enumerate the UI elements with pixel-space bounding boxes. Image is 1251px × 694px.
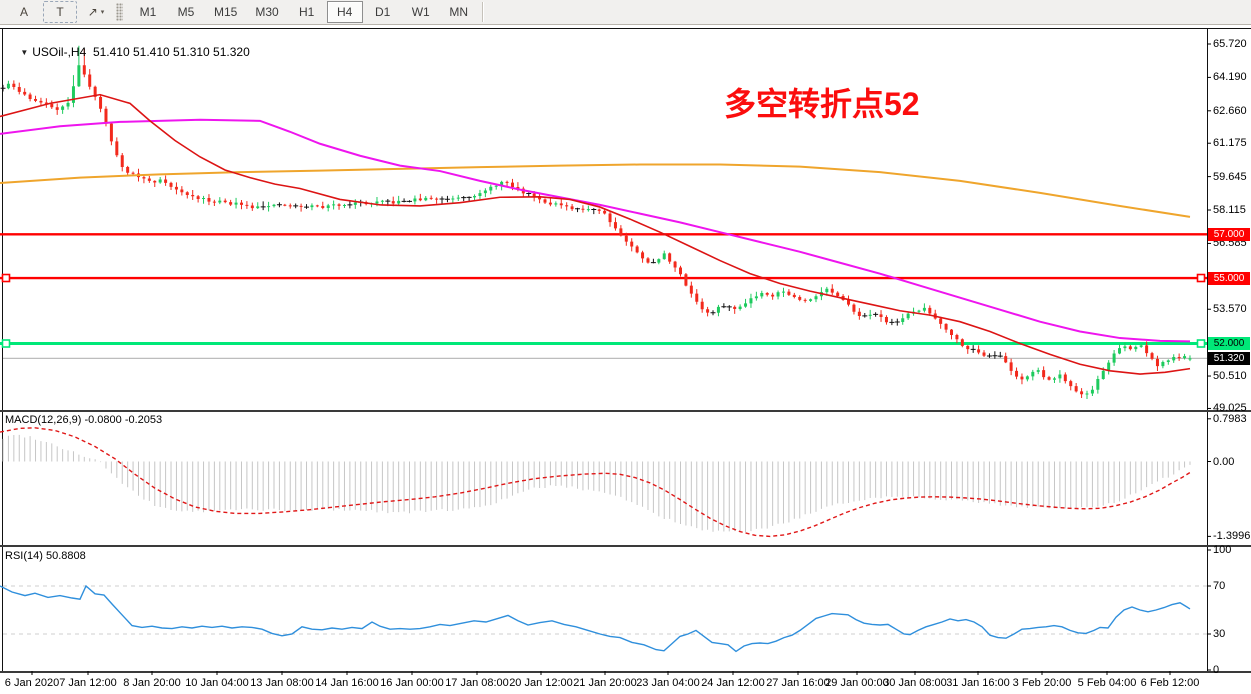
annotation-text: 多空转折点52 [724, 86, 920, 122]
toolbar-separator [481, 2, 484, 22]
timeframe-button-w1[interactable]: W1 [411, 5, 430, 19]
time-axis-label: 16 Jan 00:00 [380, 677, 444, 689]
price-axis-label: 61.175 [1213, 137, 1247, 150]
price-badge-51.320[interactable]: 51.320 [1208, 351, 1250, 365]
macd-signal-line [0, 427, 1191, 538]
price-badge-57.000[interactable]: 57.000 [1208, 227, 1250, 241]
price-axis-label: 53.570 [1213, 303, 1247, 316]
chart-left-border [2, 28, 3, 672]
price-axis-label: 49.025 [1213, 402, 1247, 415]
candle-wicks-up [7, 45, 1191, 399]
time-axis-label: 8 Jan 20:00 [123, 677, 181, 689]
arrows-tool-button[interactable]: ↗ ▾ [79, 1, 113, 23]
rsi-axis-label: 0 [1213, 664, 1220, 676]
price-axis-border [1207, 28, 1208, 672]
rsi-axis-label: 70 [1213, 580, 1226, 592]
time-axis-label: 30 Jan 08:00 [883, 677, 947, 689]
timeframe-button-h1[interactable]: H1 [299, 5, 315, 19]
doji-candles [0, 84, 1003, 359]
time-axis-label: 13 Jan 08:00 [250, 677, 314, 689]
level-handle-52-right [1196, 339, 1206, 348]
timeframe-button-h4[interactable]: H4 [326, 1, 363, 23]
time-axis-label: 10 Jan 04:00 [185, 677, 249, 689]
candle-bodies-down [12, 65, 1181, 395]
dropdown-arrow-icon: ▾ [100, 9, 105, 16]
ma-mid-line [0, 118, 1191, 343]
timeframe-button-d1[interactable]: D1 [375, 5, 391, 19]
price-axis-label: 59.645 [1213, 170, 1247, 183]
candle-bodies-up [6, 65, 1192, 395]
time-axis-label: 31 Jan 16:00 [946, 677, 1010, 689]
price-axis-label: 64.190 [1213, 71, 1247, 84]
time-axis-label: 5 Feb 04:00 [1077, 677, 1137, 689]
chart-title: ▼ USOil-,H4 51.410 51.410 51.310 51.320 [7, 31, 250, 73]
time-axis-label: 14 Jan 16:00 [315, 677, 379, 689]
pane-splitter-macd[interactable] [0, 410, 1251, 412]
chart-title-text: USOil-,H4 51.410 51.410 51.310 51.320 [32, 45, 250, 59]
macd-histogram [2, 434, 1191, 533]
timeframe-button-m15[interactable]: M15 [214, 5, 238, 19]
time-axis-label: 23 Jan 04:00 [636, 677, 700, 689]
candle-wicks-down [13, 48, 1180, 399]
chart-top-border [0, 28, 1251, 29]
timeframe-button-m30[interactable]: M30 [255, 5, 279, 19]
time-axis-label: 27 Jan 16:00 [766, 677, 830, 689]
toolbar: A T ↗ ▾ M1 M5 M15 M30 H1 H4 D1 W1 MN [0, 0, 1251, 25]
label-tool-button[interactable]: A [19, 5, 28, 19]
time-axis-label: 24 Jan 12:00 [701, 677, 765, 689]
time-axis-border [0, 671, 1251, 673]
price-badge-52.000[interactable]: 52.000 [1208, 337, 1250, 350]
arrows-tool-icon: ↗ [87, 5, 98, 19]
time-axis-label: 7 Jan 12:00 [59, 677, 117, 689]
price-badge-55.000[interactable]: 55.000 [1208, 271, 1250, 285]
macd-axis-label: 0.00 [1213, 455, 1235, 468]
time-axis-label: 3 Feb 20:00 [1012, 677, 1072, 689]
timeframe-button-mn[interactable]: MN [449, 5, 469, 19]
timeframe-buttons: M1 M5 M15 M30 H1 H4 D1 W1 MN [129, 1, 478, 23]
timeframe-button-m5[interactable]: M5 [177, 5, 195, 19]
toolbar-grip[interactable] [116, 3, 123, 21]
price-axis-label: 65.720 [1213, 38, 1247, 50]
ma-slow-line [0, 163, 1191, 218]
text-tool-button[interactable]: T [43, 1, 77, 23]
rsi-axis-label: 100 [1213, 544, 1232, 556]
time-axis-label: 6 Jan 2020 [4, 677, 60, 689]
level-handle-52-left [1, 339, 11, 348]
macd-label: MACD(12,26,9) -0.0800 -0.2053 [5, 414, 163, 426]
pane-splitter-rsi[interactable] [0, 545, 1251, 547]
rsi-axis-label: 30 [1213, 628, 1226, 640]
price-axis-label: 62.660 [1213, 104, 1247, 117]
time-axis-label: 29 Jan 00:00 [825, 677, 889, 689]
time-axis-label: 20 Jan 12:00 [509, 677, 573, 689]
time-axis-label: 17 Jan 08:00 [445, 677, 509, 689]
rsi-label: RSI(14) 50.8808 [5, 550, 86, 562]
symbol-dropdown-icon[interactable]: ▼ [20, 48, 29, 57]
price-axis-label: 50.510 [1213, 370, 1247, 383]
price-axis-label: 58.115 [1213, 204, 1246, 217]
time-axis-label: 6 Feb 12:00 [1140, 677, 1200, 689]
level-handle-55-left [1, 273, 11, 283]
macd-axis-label: -1.3996 [1213, 530, 1251, 543]
time-axis-label: 21 Jan 20:00 [573, 677, 637, 689]
macd-axis-label: 0.7983 [1213, 412, 1247, 425]
level-handle-55-right [1196, 273, 1206, 283]
timeframe-button-m1[interactable]: M1 [139, 5, 157, 19]
rsi-line [0, 584, 1191, 653]
ma-fast-line [0, 93, 1191, 375]
